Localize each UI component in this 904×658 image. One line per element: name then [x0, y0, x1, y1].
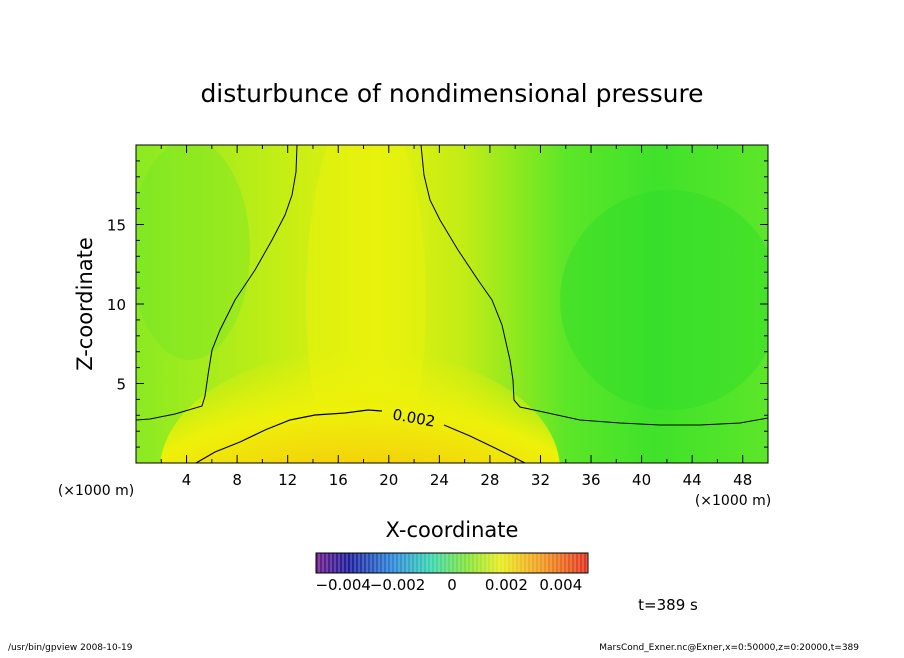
colorbar-tick-label: 0 [447, 576, 457, 594]
chart-title: disturbunce of nondimensional pressure [200, 79, 703, 108]
y-axis-unit: (×1000 m) [58, 483, 134, 499]
footer-right: MarsCond_Exner.nc@Exner,x=0:50000,z=0:20… [599, 643, 859, 653]
plot-area [136, 145, 768, 463]
x-tick-label: 8 [232, 471, 242, 489]
x-axis-unit: (×1000 m) [695, 493, 771, 509]
colorbar: −0.004−0.002 0 0.002 0.004 [315, 552, 589, 594]
colorbar-stripes [318, 553, 588, 573]
y-axis-label: Z-coordinate [73, 237, 97, 371]
x-tick-label: 4 [182, 471, 192, 489]
x-tick-label: 16 [329, 471, 348, 489]
y-tick-label: 15 [107, 217, 126, 235]
colorbar-tick-labels: −0.004−0.002 0 0.002 0.004 [315, 576, 582, 594]
time-label: t=389 s [638, 596, 698, 614]
x-tick-label: 44 [683, 471, 702, 489]
x-tick-label: 24 [430, 471, 449, 489]
colorbar-tick-label: 0.004 [539, 576, 582, 594]
x-tick-label: 12 [278, 471, 297, 489]
x-axis-ticks: 4 8 12 16 20 24 28 32 36 40 44 48 [160, 145, 752, 489]
y-tick-label: 10 [107, 296, 126, 314]
y-axis-ticks: 5 10 15 [107, 160, 768, 448]
field-left-minimum [136, 145, 250, 360]
x-tick-label: 48 [733, 471, 752, 489]
field-warm-core [160, 350, 560, 463]
footer-left: /usr/bin/gpview 2008-10-19 [8, 643, 133, 653]
colorbar-gradient [316, 553, 588, 573]
contour-line-lower [195, 409, 526, 463]
colorbar-tick-label: −0.004 [315, 576, 371, 594]
colorbar-tick-label: −0.002 [370, 576, 426, 594]
x-tick-label: 32 [531, 471, 550, 489]
contour-line-upper [136, 145, 768, 426]
x-tick-label: 40 [632, 471, 651, 489]
x-tick-label: 28 [480, 471, 499, 489]
x-tick-label: 20 [379, 471, 398, 489]
field-right-minimum [560, 190, 768, 410]
x-axis-label: X-coordinate [386, 518, 519, 542]
x-tick-label: 36 [581, 471, 600, 489]
colorbar-tick-label: 0.002 [485, 576, 528, 594]
y-tick-label: 5 [116, 376, 126, 394]
colorbar-frame [315, 552, 589, 574]
